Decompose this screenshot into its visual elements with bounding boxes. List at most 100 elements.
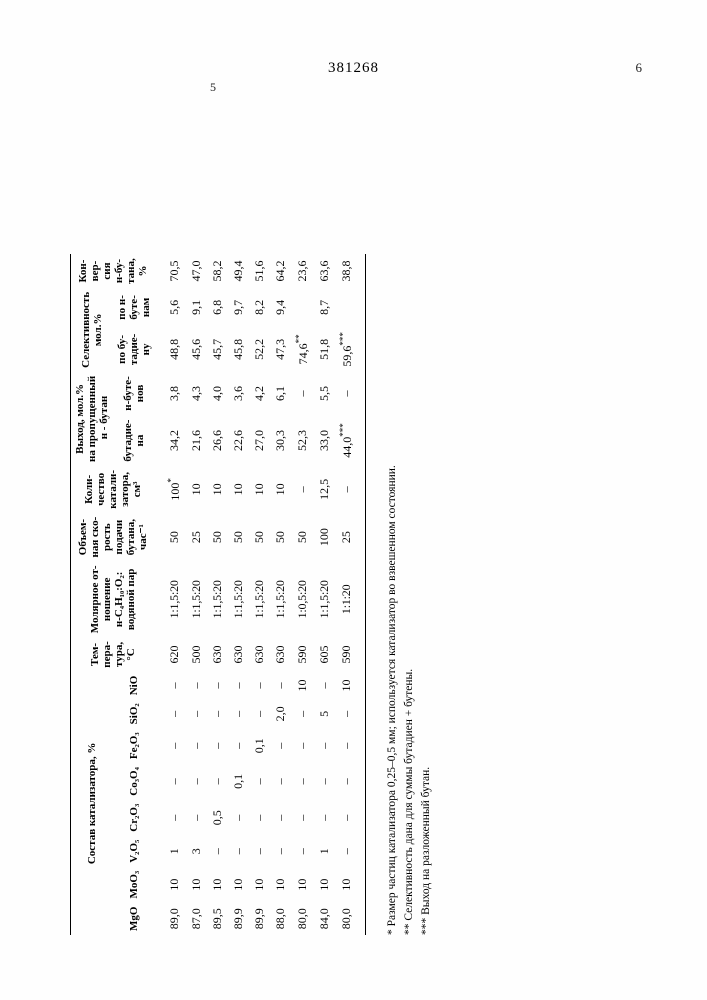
- cell: –: [291, 466, 314, 513]
- doc-number: 381268: [328, 60, 379, 77]
- cell: 1:1,5:20: [207, 561, 228, 637]
- cell: 630: [270, 637, 291, 672]
- hdr-s1: по бу-тадие-ну: [113, 327, 155, 372]
- table-row: 87,0103–––––5001:1,5:20251021,64,345,69,…: [186, 254, 207, 935]
- cell: –: [335, 800, 366, 836]
- cell: 10: [270, 466, 291, 513]
- cell: 5,6: [156, 288, 186, 327]
- cell: 45,8: [228, 327, 249, 372]
- cell: 10: [186, 466, 207, 513]
- cell: 1:1:20: [335, 561, 366, 637]
- cell: –: [249, 763, 270, 800]
- cell: 51,8: [314, 327, 335, 372]
- hdr-molar: Молярное от-ношениен-C₄H₁₀:O₂:водяной па…: [71, 561, 156, 637]
- cell: –: [314, 763, 335, 800]
- hdr-s2: по н-буте-нам: [113, 288, 155, 327]
- cell: 10: [156, 867, 186, 903]
- cell: 6,1: [270, 372, 291, 415]
- table-row: 89,910––0,1–––6301:1,5:20501022,63,645,8…: [228, 254, 249, 935]
- cell: 10: [270, 867, 291, 903]
- cell: –: [156, 763, 186, 800]
- cell: –: [207, 763, 228, 800]
- cell: 44,0***: [335, 415, 366, 466]
- cell: [335, 288, 366, 327]
- cell: –: [314, 672, 335, 700]
- cell: 630: [228, 637, 249, 672]
- cell: 0,5: [207, 800, 228, 836]
- hdr-y1: бутадие-на: [113, 415, 155, 466]
- cell: 1: [314, 836, 335, 867]
- cell: 10: [207, 867, 228, 903]
- cell: 89,9: [249, 903, 270, 935]
- cell: 45,6: [186, 327, 207, 372]
- cell: –: [270, 672, 291, 700]
- cell: 23,6: [291, 254, 314, 288]
- cell: 80,0: [291, 903, 314, 935]
- cell: –: [207, 728, 228, 763]
- cell: –: [291, 728, 314, 763]
- cell: 63,6: [314, 254, 335, 288]
- cell: 620: [156, 637, 186, 672]
- cell: 50: [156, 513, 186, 562]
- cell: 89,5: [207, 903, 228, 935]
- table-row: 89,0101–––––6201:1,5:2050100*34,23,848,8…: [156, 254, 186, 935]
- cell: 50: [207, 513, 228, 562]
- cell: 10: [249, 466, 270, 513]
- cell: –: [335, 836, 366, 867]
- cell: 9,1: [186, 288, 207, 327]
- hdr-c4: Co₃O₄: [113, 763, 155, 800]
- table-row: 89,910–––0,1––6301:1,5:20501027,04,252,2…: [249, 254, 270, 935]
- cell: 58,2: [207, 254, 228, 288]
- cell: –: [291, 699, 314, 728]
- cell: 4,0: [207, 372, 228, 415]
- cell: 10: [291, 672, 314, 700]
- cell: –: [249, 699, 270, 728]
- hdr-c0: MgO: [113, 903, 155, 935]
- table-row: 84,0101–––5–6051:1,5:2010012,533,05,551,…: [314, 254, 335, 935]
- table-row: 89,510–0,5––––6301:1,5:20501026,64,045,7…: [207, 254, 228, 935]
- hdr-conv: Кон-вер-сиян-бу-тана,%: [71, 254, 156, 288]
- cell: 47,3: [270, 327, 291, 372]
- cell: –: [207, 836, 228, 867]
- cell: 3: [186, 836, 207, 867]
- cell: 49,4: [228, 254, 249, 288]
- cell: –: [249, 800, 270, 836]
- cell: 34,2: [156, 415, 186, 466]
- catalyst-table: Состав катализатора, % Тем-пера-тура,°C …: [70, 254, 366, 935]
- cell: 21,6: [186, 415, 207, 466]
- cell: 52,3: [291, 415, 314, 466]
- cell: –: [228, 728, 249, 763]
- cell: –: [249, 672, 270, 700]
- cell: 6,8: [207, 288, 228, 327]
- cell: 1:0,5:20: [291, 561, 314, 637]
- hdr-yield: Выход, мол.%на пропущенный н - бутан: [71, 372, 114, 466]
- hdr-amount: Коли-чествокатали-затора,см³: [71, 466, 156, 513]
- hdr-y2: н-буте-нов: [113, 372, 155, 415]
- cell: –: [156, 672, 186, 700]
- cell: 25: [335, 513, 366, 562]
- cell: 605: [314, 637, 335, 672]
- hdr-vol-rate: Объем-ная ско-ростьподачибутана,час⁻¹: [71, 513, 156, 562]
- hdr-c2: V₂O₅: [113, 836, 155, 867]
- cell: 10: [335, 867, 366, 903]
- cell: 590: [291, 637, 314, 672]
- cell: 1:1,5:20: [249, 561, 270, 637]
- cell: –: [291, 836, 314, 867]
- cell: 3,8: [156, 372, 186, 415]
- cell: 50: [291, 513, 314, 562]
- cell: 8,7: [314, 288, 335, 327]
- hdr-c1: MoO₃: [113, 867, 155, 903]
- cell: –: [270, 800, 291, 836]
- cell: 8,2: [249, 288, 270, 327]
- cell: –: [156, 800, 186, 836]
- cell: 88,0: [270, 903, 291, 935]
- cell: 27,0: [249, 415, 270, 466]
- cell: 52,2: [249, 327, 270, 372]
- cell: –: [207, 672, 228, 700]
- footnotes: * Размер частиц катализатора 0,25–0,5 мм…: [384, 355, 436, 935]
- cell: 25: [186, 513, 207, 562]
- cell: –: [186, 728, 207, 763]
- footnote-3: *** Выход на разложенный бутан.: [418, 355, 435, 935]
- cell: 33,0: [314, 415, 335, 466]
- cell: 12,5: [314, 466, 335, 513]
